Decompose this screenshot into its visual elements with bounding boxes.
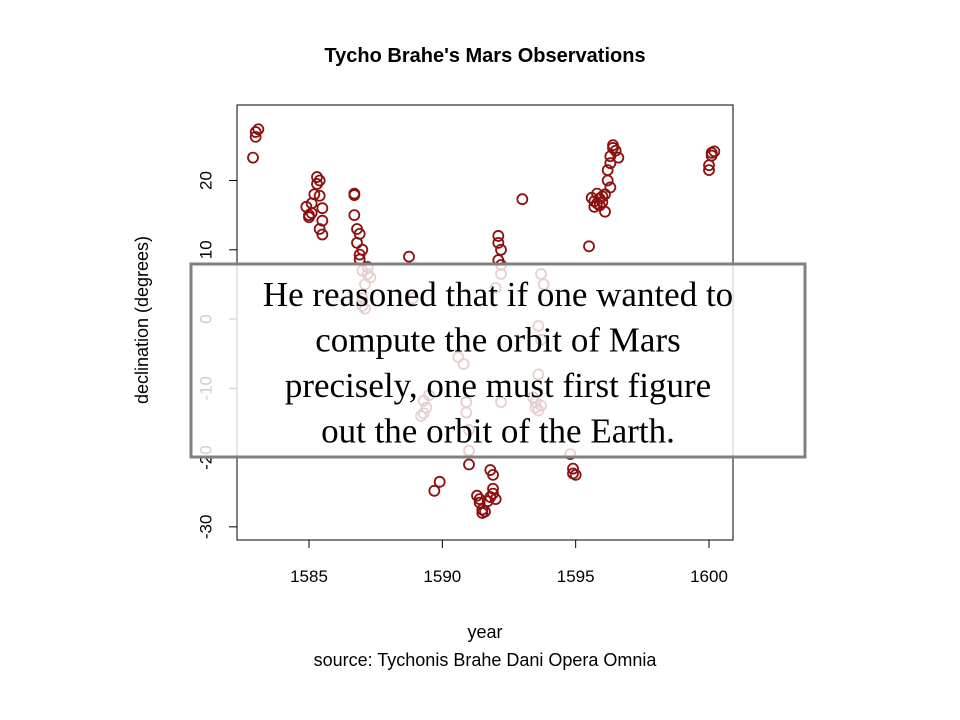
data-point <box>316 228 329 241</box>
y-axis-label: declination (degrees) <box>132 236 152 404</box>
chart-title: Tycho Brahe's Mars Observations <box>324 45 645 67</box>
data-point <box>316 214 329 227</box>
data-point <box>473 493 486 506</box>
data-point <box>247 151 259 164</box>
data-point <box>567 462 579 475</box>
data-point <box>487 482 499 495</box>
data-point <box>703 164 715 177</box>
data-point <box>316 202 329 215</box>
data-point <box>463 458 475 471</box>
data-point <box>604 181 617 194</box>
data-point <box>479 505 491 518</box>
data-point <box>348 189 361 201</box>
data-point <box>348 209 361 222</box>
data-point <box>303 209 315 222</box>
data-point <box>249 126 262 138</box>
text-box-line: out the orbit of the Earth. <box>321 412 675 451</box>
data-point <box>601 164 614 177</box>
x-tick-label: 1595 <box>557 567 595 586</box>
y-tick-label: 10 <box>196 240 215 259</box>
text-box-line: He reasoned that if one wanted to <box>263 275 733 314</box>
data-point <box>569 468 582 481</box>
data-point <box>583 240 595 253</box>
data-point <box>612 151 625 164</box>
x-tick-label: 1585 <box>290 567 328 586</box>
x-tick-label: 1590 <box>423 567 461 586</box>
data-point <box>484 464 497 476</box>
data-point <box>249 130 262 143</box>
data-point <box>495 243 507 256</box>
data-point <box>252 123 265 136</box>
data-point <box>489 493 502 506</box>
data-point <box>487 487 499 500</box>
data-point <box>403 250 415 263</box>
data-point <box>433 475 446 488</box>
data-point <box>588 200 601 213</box>
y-tick-label: 20 <box>196 171 215 190</box>
data-point <box>516 193 529 206</box>
text-box: He reasoned that if one wanted to compute… <box>189 262 807 459</box>
data-point <box>313 189 326 202</box>
data-point <box>428 484 441 497</box>
data-point <box>609 144 622 157</box>
data-point <box>311 178 323 190</box>
data-point <box>313 223 326 235</box>
data-point <box>492 230 505 242</box>
data-point <box>604 157 617 170</box>
data-point <box>476 503 489 516</box>
data-point <box>313 174 326 187</box>
data-point <box>471 489 483 502</box>
x-tick-label: 1600 <box>690 567 728 586</box>
data-point <box>305 197 318 210</box>
data-point <box>607 139 619 152</box>
data-point <box>311 171 323 183</box>
y-tick-label: -30 <box>196 515 215 540</box>
data-point <box>705 146 718 159</box>
data-point <box>492 236 505 249</box>
data-point <box>351 236 363 249</box>
caption: source: Tychonis Brahe Dani Opera Omnia <box>314 650 658 670</box>
data-point <box>473 496 486 509</box>
data-point <box>599 205 611 218</box>
data-point <box>596 190 609 203</box>
text-box-line: compute the orbit of Mars <box>315 321 680 360</box>
text-box-line: precisely, one must first figure <box>285 366 711 405</box>
x-axis-label: year <box>467 622 502 642</box>
data-point <box>484 491 497 503</box>
text-box-frame <box>189 262 807 459</box>
